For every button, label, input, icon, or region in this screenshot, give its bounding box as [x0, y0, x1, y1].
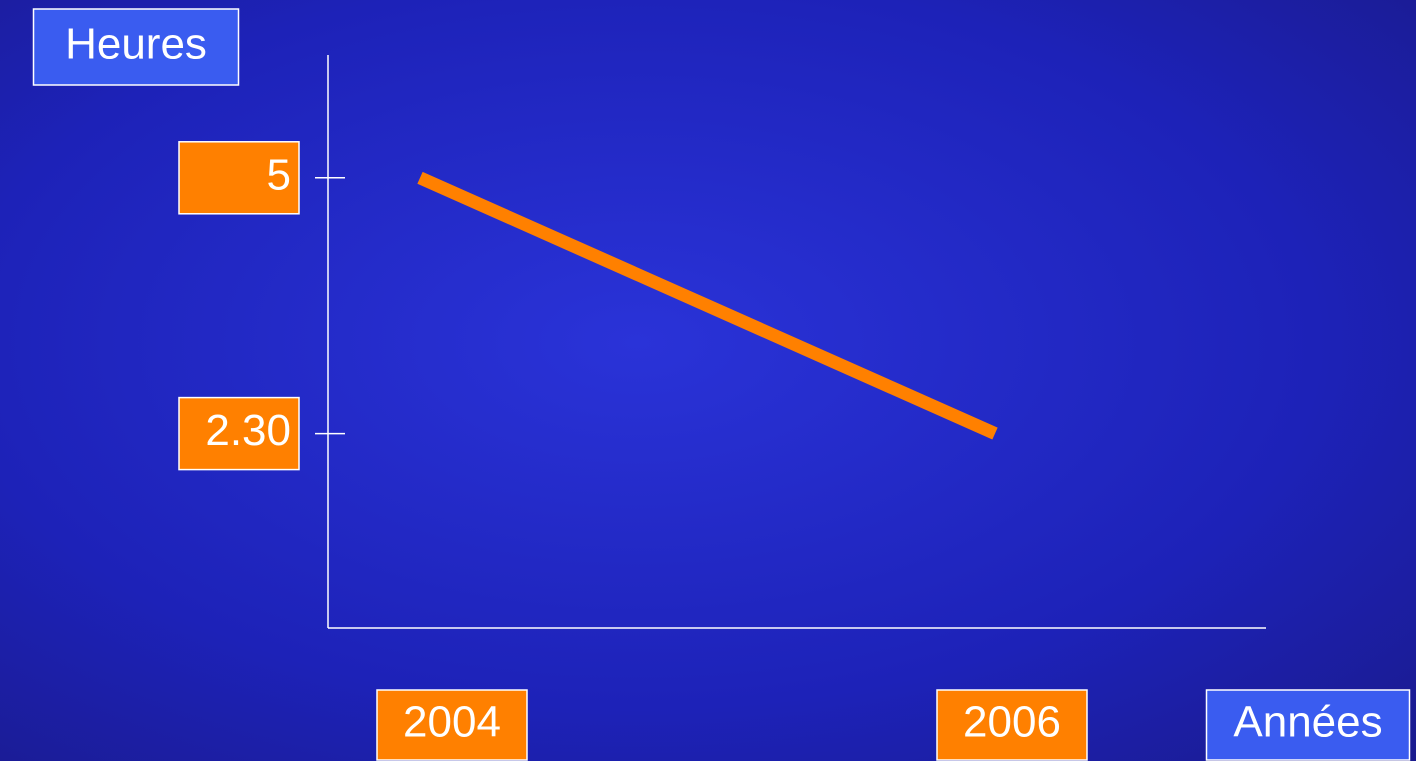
- y-axis-title: Heures: [65, 20, 207, 69]
- x-tick-label: 2006: [963, 698, 1061, 747]
- x-tick-label: 2004: [403, 698, 501, 747]
- y-tick-label: 2.30: [205, 406, 291, 455]
- chart: 2.30 5 Heures Années 2004 2006: [0, 0, 1416, 761]
- x-axis-title: Années: [1233, 698, 1382, 747]
- page: 2.305HeuresAnnées20042006 (() => { const…: [0, 0, 1416, 761]
- background: [0, 0, 1416, 761]
- y-tick-label: 5: [267, 150, 291, 199]
